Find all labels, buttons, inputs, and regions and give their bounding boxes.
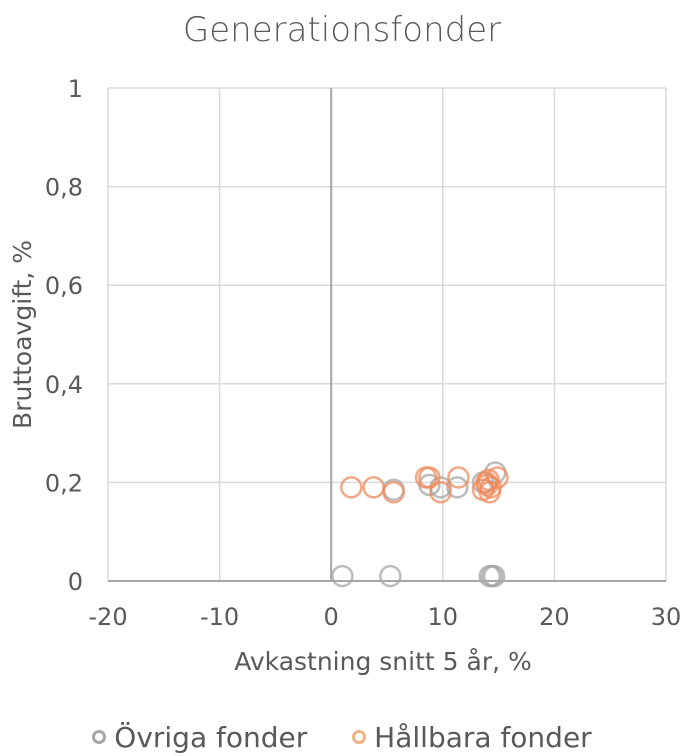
data-point-hallbara: [447, 466, 470, 489]
x-tick-label: -20: [88, 603, 127, 631]
data-point-hallbara: [486, 466, 509, 489]
x-tick-label: 20: [539, 603, 570, 631]
data-point-hallbara: [382, 481, 405, 504]
legend-marker-hallbara: [352, 730, 367, 744]
x-tick-label: 10: [428, 603, 459, 631]
y-tick-label: 0,4: [45, 371, 83, 399]
data-point-hallbara: [418, 466, 441, 489]
data-point-hallbara: [429, 481, 452, 504]
y-tick-label: 0: [68, 568, 83, 596]
data-point-ovriga: [446, 476, 469, 499]
legend-item-ovriga: Övriga fonder: [92, 721, 307, 754]
y-tick-label: 0,8: [45, 174, 83, 202]
legend-item-hallbara: Hållbara fonder: [352, 721, 592, 754]
y-axis-label: Bruttoavgift, %: [8, 240, 37, 429]
x-tick-label: 0: [324, 603, 339, 631]
data-point-ovriga: [482, 564, 506, 588]
x-axis-label: Avkastning snitt 5 år, %: [234, 647, 532, 676]
x-tick-label: 30: [651, 603, 682, 631]
y-tick-label: 0,2: [45, 469, 83, 497]
legend-label-hallbara: Hållbara fonder: [374, 720, 592, 754]
x-tick-label: -10: [200, 603, 239, 631]
data-point-ovriga: [379, 564, 402, 588]
y-tick-label: 0,6: [45, 272, 83, 300]
data-point-hallbara: [340, 476, 363, 499]
chart-title: Generationsfonder: [182, 10, 502, 50]
data-point-ovriga: [331, 564, 354, 588]
y-tick-label: 1: [68, 75, 83, 103]
legend-marker-ovriga: [92, 730, 107, 744]
data-point-hallbara: [362, 476, 385, 499]
legend-label-ovriga: Övriga fonder: [114, 720, 308, 754]
legend: Övriga fonder Hållbara fonder: [0, 718, 684, 754]
